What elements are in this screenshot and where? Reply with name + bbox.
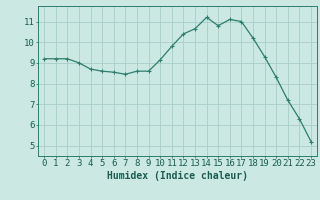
X-axis label: Humidex (Indice chaleur): Humidex (Indice chaleur) [107, 171, 248, 181]
